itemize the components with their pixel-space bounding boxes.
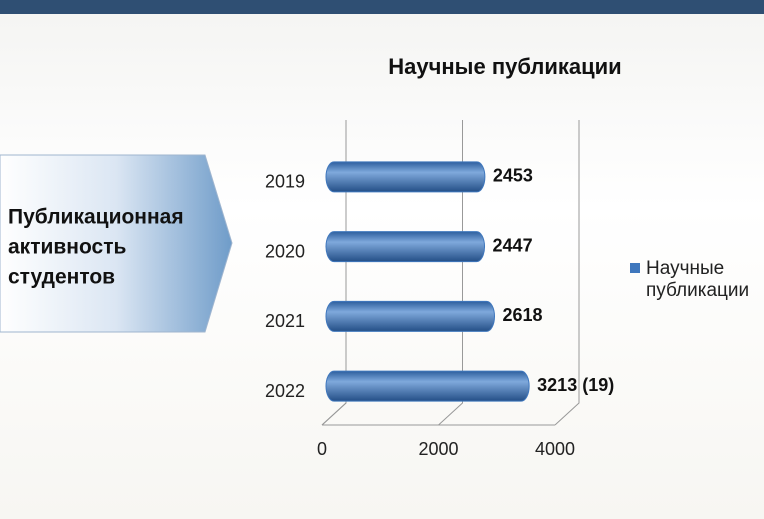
x-tick-label: 2000 bbox=[418, 439, 458, 459]
value-label: 2618 bbox=[502, 305, 542, 325]
value-label: 2447 bbox=[493, 235, 533, 255]
chart-title: Научные публикации bbox=[388, 54, 621, 79]
slide: Публикационная активность студентов Научны… bbox=[0, 0, 764, 519]
side-label: Публикационная bbox=[8, 206, 184, 229]
bar bbox=[326, 162, 485, 192]
value-label: 3213 (19) bbox=[537, 375, 614, 395]
y-tick-label: 2021 bbox=[265, 311, 305, 331]
side-label: студентов bbox=[8, 266, 115, 289]
bar bbox=[326, 301, 494, 331]
y-tick-label: 2020 bbox=[265, 241, 305, 261]
side-label: активность bbox=[8, 236, 126, 259]
y-tick-label: 2019 bbox=[265, 172, 305, 192]
legend-label: Научные публикации bbox=[646, 258, 764, 302]
x-tick-label: 0 bbox=[317, 439, 327, 459]
top-band bbox=[0, 0, 764, 14]
value-label: 2453 bbox=[493, 166, 533, 186]
legend-swatch bbox=[630, 263, 640, 273]
bar bbox=[326, 232, 485, 262]
y-tick-label: 2022 bbox=[265, 381, 305, 401]
bar bbox=[326, 371, 529, 401]
x-tick-label: 4000 bbox=[535, 439, 575, 459]
